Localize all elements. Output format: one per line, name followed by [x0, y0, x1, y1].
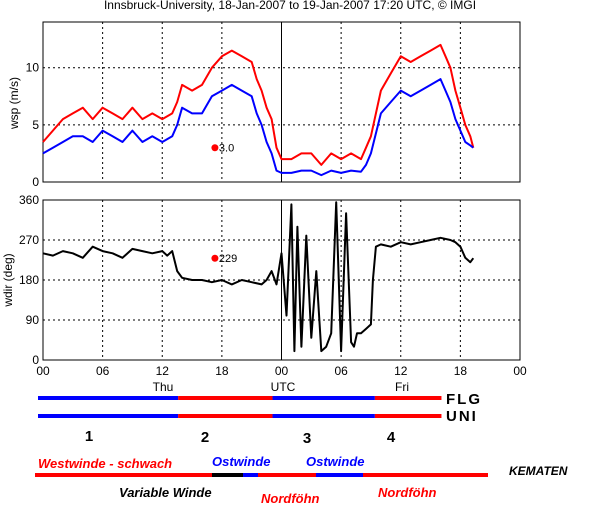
- time-tick-label: 18: [454, 364, 468, 378]
- wind-speed-y-tick-label: 10: [26, 61, 40, 75]
- time-tick-label: 00: [36, 364, 50, 378]
- wind-direction-series-line-1: [42, 201, 475, 353]
- wind-direction-last-value: 229: [219, 253, 237, 265]
- wind-direction-y-tick-label: 0: [32, 353, 39, 367]
- kematen-label: KEMATEN: [509, 464, 568, 478]
- time-tick-label: 00: [513, 364, 527, 378]
- kematen-regime: Westwinde - schwach Ostwinde Ostwinde KE…: [35, 454, 568, 506]
- wind-speed-y-ticks: 0 5 10: [26, 61, 40, 189]
- wind-direction-last-value-marker: [211, 254, 219, 262]
- ostwinde-label-2: Ostwinde: [306, 454, 365, 469]
- westwinde-label: Westwinde - schwach: [38, 456, 172, 471]
- wind-speed-series-line-1: [42, 43, 475, 166]
- nordfoehn-label-1: Nordföhn: [261, 491, 320, 506]
- wind-direction-panel: 0 90 180 270 360 wdir (deg) 229 00 06 12 18 00 06…: [1, 193, 527, 378]
- time-tick-label: 12: [156, 364, 170, 378]
- wind-direction-y-ticks: 0 90 180 270 360: [19, 193, 39, 367]
- wind-speed-y-tick-label: 5: [32, 118, 39, 132]
- wind-speed-y-label: wsp (m/s): [7, 77, 21, 130]
- wind-speed-last-value: 3.0: [219, 143, 234, 155]
- wind-speed-series-line-2: [42, 78, 474, 177]
- wind-speed-last-value-marker: [211, 144, 219, 152]
- phase-4: 4: [387, 429, 396, 446]
- wind-speed-y-tick-label: 0: [32, 175, 39, 189]
- time-tick-label: 12: [394, 364, 408, 378]
- phase-1: 1: [85, 428, 93, 445]
- flg-label: FLG: [446, 391, 482, 408]
- time-tick-label: 18: [215, 364, 229, 378]
- wind-direction-y-tick-label: 270: [19, 233, 39, 247]
- time-tick-label: 00: [275, 364, 289, 378]
- wind-direction-y-tick-label: 180: [19, 273, 39, 287]
- time-tick-label: 06: [334, 364, 348, 378]
- phase-2: 2: [201, 429, 209, 446]
- wind-speed-series: [42, 43, 475, 177]
- ostwinde-label-1: Ostwinde: [212, 454, 271, 469]
- wind-direction-series: [42, 201, 475, 353]
- chart-title: Innsbruck-University, 18-Jan-2007 to 19-…: [104, 0, 476, 12]
- phase-3: 3: [303, 430, 311, 447]
- wind-direction-y-tick-label: 90: [26, 313, 40, 327]
- day-label-thu: Thu: [153, 380, 174, 394]
- nordfoehn-label-2: Nordföhn: [378, 485, 437, 500]
- time-axis-tick-labels: 00 06 12 18 00 06 12 18 00: [36, 364, 527, 378]
- time-tick-label: 06: [96, 364, 110, 378]
- wind-speed-panel: 0 5 10 wsp (m/s) 3.0: [7, 21, 521, 189]
- uni-label: UNI: [446, 408, 478, 425]
- wind-direction-y-tick-label: 360: [19, 193, 39, 207]
- variable-winde-label: Variable Winde: [119, 485, 212, 500]
- wind-direction-y-label: wdir (deg): [1, 253, 15, 307]
- day-label-fri: Fri: [395, 380, 409, 394]
- day-label-utc: UTC: [271, 380, 296, 394]
- wind-speed-grid: [43, 22, 520, 182]
